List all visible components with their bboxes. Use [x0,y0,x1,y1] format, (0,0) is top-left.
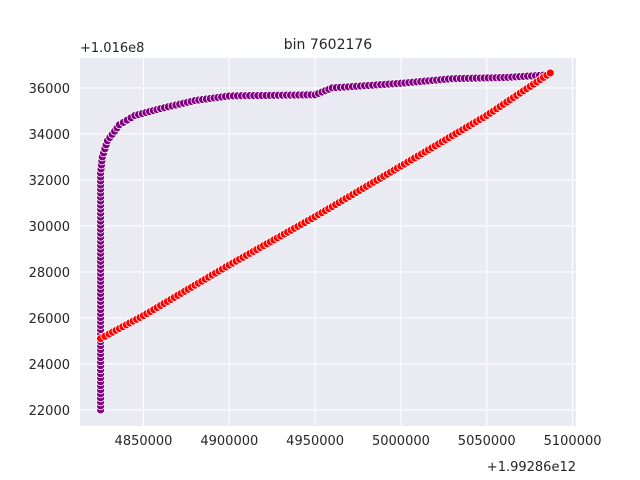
x-tick-label: 5050000 [458,434,516,449]
y-tick-label: 36000 [29,82,70,97]
y-tick-label: 28000 [29,266,70,281]
x-tick-label: 4900000 [200,434,258,449]
x-tick-label: 5100000 [544,434,602,449]
series-1 [96,68,555,343]
y-tick-label: 24000 [29,358,70,373]
series-0 [96,70,548,415]
y-tick-label: 34000 [29,128,70,143]
x-tick-label: 4850000 [115,434,173,449]
y-offset-label: +1.016e8 [80,41,144,56]
y-tick-label: 26000 [29,312,70,327]
data-points [96,68,555,415]
y-tick-label: 32000 [29,174,70,189]
x-offset-label: +1.99286e12 [487,460,576,475]
chart-title: bin 7602176 [284,37,373,53]
x-tick-label: 5000000 [372,434,430,449]
y-tick-label: 22000 [29,404,70,419]
data-point [545,68,555,78]
x-axis-ticks: 4850000 4900000 4950000 5000000 5050000 51000… [115,434,602,449]
y-axis-ticks: 22000 24000 26000 28000 30000 32000 34000 36000 [29,82,70,419]
plot-area [80,58,576,426]
y-tick-label: 30000 [29,220,70,235]
x-tick-label: 4950000 [286,434,344,449]
